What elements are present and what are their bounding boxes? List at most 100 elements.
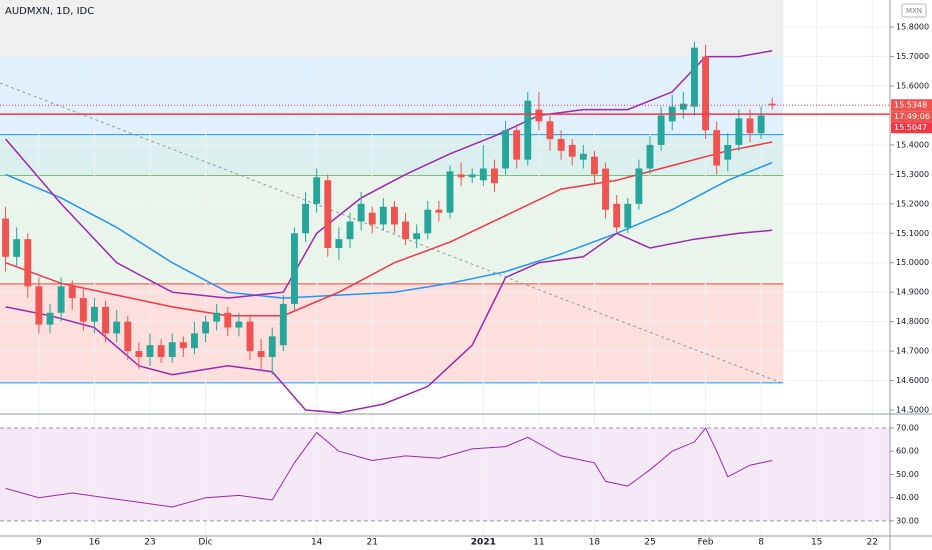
x-tick-label: Feb (698, 538, 714, 548)
candle-body (179, 342, 187, 349)
y-tick-label: 70.00 (896, 423, 919, 432)
level-zone (0, 56, 784, 135)
candle-body (724, 144, 732, 160)
candle-body (513, 130, 521, 160)
candle-body (168, 342, 176, 357)
candle-body (624, 203, 632, 228)
y-tick-label: 15.6000 (896, 82, 929, 91)
candle-body (424, 209, 432, 234)
x-tick-label: 9 (36, 538, 42, 548)
candle-body (613, 203, 621, 228)
x-tick-label: 15 (811, 538, 822, 548)
candle-body (768, 103, 776, 106)
candle-body (279, 303, 287, 346)
y-tick-label: 15.2000 (896, 199, 929, 208)
last-price-tag (891, 99, 932, 112)
candle-body (646, 144, 654, 169)
rsi-band (0, 427, 890, 521)
candle-body (546, 121, 554, 140)
zones (0, 0, 890, 521)
candle-body (679, 103, 687, 110)
candle-body (691, 47, 698, 107)
candle-body (346, 221, 354, 240)
y-tick-label: 14.7000 (896, 347, 929, 356)
axes: 9 16 23 Dic 14 21 2021 11 18 25 Feb 8 15 22 15.8000 15.… (36, 23, 932, 548)
candle-body (746, 118, 754, 134)
x-tick-label: 22 (866, 538, 877, 548)
y-tick-label: 15.0000 (896, 258, 929, 267)
candle-body (479, 168, 487, 181)
candle-body (102, 306, 109, 334)
candle-body (2, 218, 9, 257)
candle-body (57, 286, 65, 313)
y-tick-label: 15.8000 (896, 23, 929, 32)
candle-body (368, 212, 376, 225)
indicator-line (5, 161, 773, 299)
candle-body (402, 221, 409, 240)
x-tick-label: 23 (144, 538, 155, 548)
candle-body (591, 156, 598, 175)
candle-body (113, 321, 121, 334)
y-tick-label: 14.5000 (896, 406, 929, 415)
x-tick-label: 2021 (471, 538, 496, 548)
candle-body (735, 118, 743, 145)
countdown-tag (891, 111, 932, 123)
candle-body (291, 233, 298, 304)
candle-body (557, 139, 565, 151)
candle-body (324, 180, 332, 249)
y-tick-label: 15.7000 (896, 52, 929, 61)
y-tick-label: 15.4000 (896, 140, 929, 149)
tool-area (0, 0, 784, 57)
x-tick-label: Dic (198, 538, 212, 548)
x-tick-label: 18 (589, 538, 601, 548)
candle-body (24, 239, 32, 287)
candle-body (91, 306, 98, 322)
y-tick-label: 15.1000 (896, 229, 929, 238)
x-tick-label: 21 (366, 538, 377, 548)
candle-body (68, 286, 76, 299)
candle-body (135, 351, 143, 357)
candle-body (657, 115, 665, 145)
candle-body (413, 233, 421, 240)
currency-label: MXN (906, 7, 922, 15)
candle-body (224, 312, 232, 328)
trend-line (0, 82, 784, 384)
indicator-line (5, 49, 773, 299)
candle-body (302, 203, 309, 234)
candle-body (446, 171, 454, 213)
candle-body (524, 100, 532, 160)
candle-body (602, 168, 609, 210)
y-tick-label: 50.00 (896, 470, 919, 479)
candle-body (202, 321, 209, 334)
candle-body (257, 351, 265, 357)
candle-body (568, 144, 576, 157)
candle-body (435, 209, 443, 213)
candle-body (213, 312, 221, 322)
prev-close-tag (891, 122, 932, 134)
candle-body (535, 109, 543, 122)
last-price-label: 15.5348 (894, 101, 927, 110)
y-tick-label: 14.6000 (896, 376, 929, 385)
candle-body (246, 321, 254, 352)
y-tick-label: 60.00 (896, 447, 919, 456)
candle-body (191, 333, 198, 349)
candle-body (124, 321, 132, 352)
candle-body (502, 130, 509, 169)
candle-body (579, 153, 587, 160)
candle-body (13, 239, 21, 257)
level-zone (0, 134, 784, 176)
candle-body (35, 286, 43, 325)
x-tick-label: 16 (89, 538, 101, 548)
candle-body (379, 206, 387, 225)
candle-body (79, 298, 87, 322)
y-tick-label: 15.3000 (896, 170, 929, 179)
candle-body (702, 56, 709, 131)
candle-body (357, 203, 365, 222)
y-tick-label: 14.9000 (896, 288, 929, 297)
candle-body (235, 321, 243, 328)
chart-title: AUDMXN, 1D, IDC (5, 6, 94, 17)
level-zone (0, 175, 784, 284)
y-tick-label: 30.00 (896, 516, 919, 525)
